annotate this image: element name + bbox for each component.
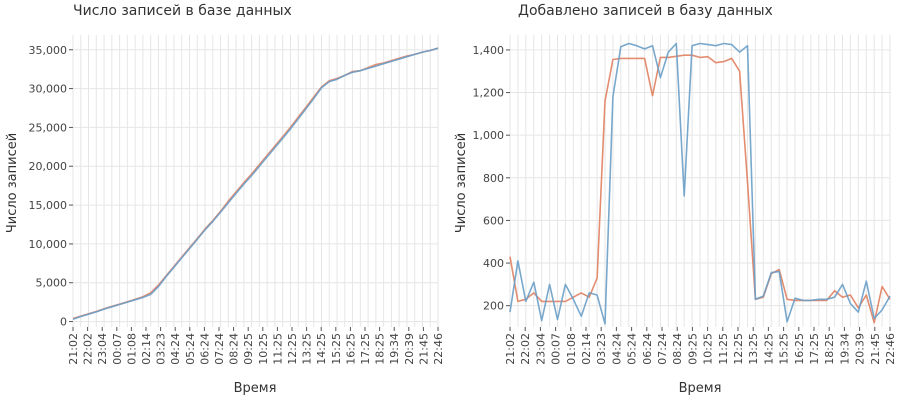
y-tick-label: 600 [483,214,504,227]
y-tick-label: 1,000 [473,129,505,142]
x-tick-label: 03:23 [595,333,608,365]
x-tick-label: 13:25 [747,333,760,365]
x-tick-label: 19:34 [388,333,401,365]
x-tick-label: 23:04 [534,333,547,365]
x-axis-ticks: 21:02 22:02 23:04 00:07 01:08 02:14 03:23 04:24… [67,327,445,365]
chart-added-records: Добавлено записей в базу данных 200 400 60… [454,3,897,396]
y-tick-label: 5,000 [36,277,68,290]
grid [72,35,439,327]
x-tick-label: 21:02 [504,333,517,365]
y-tick-label: 20,000 [29,160,68,173]
x-tick-label: 21:45 [417,333,430,365]
y-tick-label: 30,000 [29,83,68,96]
x-tick-label: 00:07 [111,333,124,365]
x-tick-label: 15:25 [778,333,791,365]
x-tick-label: 12:25 [732,333,745,365]
x-tick-label: 02:14 [580,333,593,365]
x-tick-label: 05:24 [626,333,639,365]
x-tick-label: 07:24 [656,333,669,365]
y-tick-label: 1,400 [473,44,505,57]
x-tick-label: 08:24 [228,333,241,365]
x-tick-label: 10:25 [257,333,270,365]
x-tick-label: 11:25 [271,333,284,365]
x-tick-label: 15:25 [330,333,343,365]
x-tick-label: 09:25 [686,333,699,365]
x-axis-ticks: 21:02 22:02 23:04 00:07 01:08 02:14 03:23 04:24… [504,327,897,365]
x-tick-label: 21:02 [67,333,80,365]
chart-title: Добавлено записей в базу данных [518,3,773,19]
x-tick-label: 07:24 [213,333,226,365]
x-tick-label: 14:25 [762,333,775,365]
x-tick-label: 00:07 [550,333,563,365]
y-axis-ticks: 0 5,000 10,000 15,000 20,000 25,000 30,000 35,0… [29,44,73,329]
x-tick-label: 20:39 [854,333,867,365]
series-line-2 [72,47,439,320]
x-tick-label: 10:25 [702,333,715,365]
x-tick-label: 06:24 [198,333,211,365]
series-line-1 [509,54,891,324]
x-tick-label: 18:25 [823,333,836,365]
x-tick-label: 16:25 [344,333,357,365]
x-tick-label: 17:25 [808,333,821,365]
y-tick-label: 1,200 [473,87,505,100]
x-tick-label: 22:02 [519,333,532,365]
x-tick-label: 04:24 [169,333,182,365]
x-tick-label: 11:25 [717,333,730,365]
grid [509,35,891,327]
x-tick-label: 09:25 [242,333,255,365]
x-tick-label: 20:39 [403,333,416,365]
x-tick-label: 08:24 [671,333,684,365]
x-tick-label: 12:25 [286,333,299,365]
x-tick-label: 16:25 [793,333,806,365]
x-axis-label: Время [679,381,722,396]
x-tick-label: 22:46 [884,333,897,365]
chart-total-records: Число записей в базе данных 0 5,000 10,000… [5,3,445,396]
y-tick-label: 10,000 [29,238,68,251]
x-tick-label: 05:24 [184,333,197,365]
series-layer [72,47,439,320]
y-tick-label: 15,000 [29,199,68,212]
y-tick-label: 0 [60,316,67,329]
x-tick-label: 21:45 [869,333,882,365]
x-tick-label: 04:24 [610,333,623,365]
chart-title: Число записей в базе данных [73,3,292,19]
x-tick-label: 13:25 [301,333,314,365]
x-tick-label: 22:02 [82,333,95,365]
y-tick-label: 400 [483,257,504,270]
x-tick-label: 19:34 [838,333,851,365]
x-tick-label: 02:14 [140,333,153,365]
y-axis-label: Число записей [5,133,20,233]
x-tick-label: 22:46 [432,333,445,365]
y-tick-label: 800 [483,172,504,185]
y-tick-label: 200 [483,300,504,313]
series-line-2 [509,42,891,325]
x-tick-label: 17:25 [359,333,372,365]
series-layer [509,42,891,325]
x-tick-label: 23:04 [96,333,109,365]
x-tick-label: 01:08 [125,333,138,365]
x-tick-label: 03:23 [155,333,168,365]
x-tick-label: 14:25 [315,333,328,365]
x-tick-label: 01:08 [565,333,578,365]
y-tick-label: 35,000 [29,44,68,57]
y-axis-ticks: 200 400 600 800 1,000 1,200 1,400 [473,44,510,313]
y-tick-label: 25,000 [29,121,68,134]
x-tick-label: 18:25 [374,333,387,365]
y-axis-label: Число записей [454,133,469,233]
x-tick-label: 06:24 [641,333,654,365]
x-axis-label: Время [234,381,277,396]
